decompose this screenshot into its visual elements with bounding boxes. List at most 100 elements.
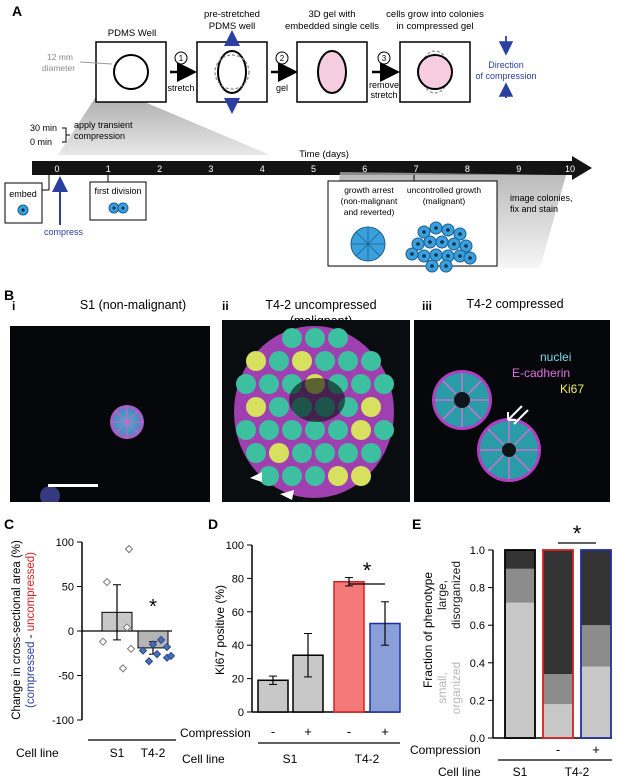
d-ylabel-group: Ki67 positive (%) (213, 585, 227, 675)
d-tick-label: 0 (238, 707, 244, 719)
e-stack-segment (581, 625, 611, 667)
nucleus (315, 351, 335, 371)
e-stack-segment (543, 674, 573, 705)
nucleus (305, 466, 325, 486)
nucleus (269, 397, 289, 417)
svg-text:in compressed gel: in compressed gel (396, 21, 473, 32)
e-cellline-s1: S1 (513, 765, 528, 779)
legend-ki67: Ki67 (560, 382, 585, 396)
diameter-note-1: 12 mm (47, 52, 73, 62)
image-colonies-1: image colonies, (510, 193, 573, 203)
d-compression-sign: - (347, 724, 351, 739)
c-tick-label: 0 (68, 626, 74, 638)
roman-ii: ii (222, 299, 229, 313)
micrograph-s1 (10, 326, 210, 502)
nucleus (338, 443, 358, 463)
e-stack-segment (581, 550, 611, 626)
d-tick-label: 40 (232, 640, 244, 652)
step-3d-gel: 3D gel with embedded single cells (285, 9, 379, 103)
title-s1: S1 (non-malignant) (79, 298, 187, 312)
nucleus (259, 420, 279, 440)
c-bar (137, 630, 169, 649)
nucleus (236, 420, 256, 440)
e-tick-label: 1.0 (470, 545, 485, 557)
svg-text:remove: remove (369, 80, 399, 90)
nucleus (328, 420, 348, 440)
e-compression-sign: - (556, 742, 560, 757)
e-ylabel-small-group: small, (435, 672, 449, 703)
nucleus (361, 397, 381, 417)
nucleus (351, 420, 371, 440)
step-prestretched: pre-stretched PDMS well (196, 9, 268, 114)
tick-label: 3 (208, 164, 213, 174)
d-bar (257, 679, 289, 713)
c-data-point (144, 657, 154, 666)
tick-label: 4 (260, 164, 265, 174)
diameter-note-2: diameter (42, 63, 75, 73)
micrograph-t42-uncompressed (222, 320, 410, 502)
step-pdms-well: PDMS Well (95, 28, 167, 103)
c-data-point (124, 544, 134, 554)
e-cellline-t42: T4-2 (565, 765, 590, 779)
nucleus (259, 466, 279, 486)
growth-box: growth arrest (non-malignant and reverte… (327, 180, 498, 273)
nucleus (282, 328, 302, 348)
roman-i: i (12, 299, 16, 313)
e-star: * (573, 521, 582, 546)
d-compression-sign: + (381, 724, 389, 739)
c-data-point (166, 651, 176, 661)
e-compression-sign: + (592, 742, 600, 757)
nucleus (305, 328, 325, 348)
c-tick-label: 100 (56, 537, 74, 549)
svg-text:PDMS well: PDMS well (209, 21, 255, 32)
nucleus (361, 443, 381, 463)
e-stack-segment (581, 666, 611, 738)
e-ylabel-organized: organized (449, 662, 463, 715)
time-30min: 30 min (30, 123, 57, 133)
embed-box: embed (4, 182, 43, 224)
svg-text:embed: embed (9, 189, 37, 199)
e-ylabel-group: Fraction of phenotype (421, 572, 435, 688)
step-title: PDMS Well (108, 28, 156, 39)
c-ylabel2-group: (compressed - uncompressed) (25, 552, 37, 708)
svg-text:growth arrest: growth arrest (344, 185, 394, 195)
svg-text:(malignant): (malignant) (423, 196, 466, 206)
d-tick-label: 80 (232, 573, 244, 585)
nucleus (269, 351, 289, 371)
e-stack-segment (543, 550, 573, 675)
e-bar-outline (504, 549, 536, 739)
d-comp-label: Compression (180, 726, 251, 740)
d-tick-label: 20 (232, 674, 244, 686)
svg-text:3: 3 (382, 54, 387, 63)
svg-text:uncontrolled growth: uncontrolled growth (407, 185, 481, 195)
arrowhead-marker (280, 490, 294, 500)
nucleus (246, 397, 266, 417)
tick-label: 1 (106, 164, 111, 174)
e-tick-label: 0.0 (470, 733, 485, 745)
d-ylabel: Ki67 positive (%) (213, 585, 227, 675)
roman-iii: iii (422, 299, 433, 313)
c-data-point (162, 642, 172, 652)
e-stack-segment (505, 602, 535, 738)
nucleus (292, 351, 312, 371)
time-0min: 0 min (30, 137, 52, 147)
c-data-point (162, 653, 172, 662)
tick-label: 9 (516, 164, 521, 174)
nucleus (351, 374, 371, 394)
c-data-point (102, 577, 112, 587)
e-comp-label: Compression (410, 743, 481, 757)
image-colonies-2: fix and stain (510, 204, 558, 214)
c-category-label: S1 (110, 746, 125, 760)
direction-of-compression: Direction of compression (475, 36, 537, 98)
svg-text:1: 1 (179, 54, 184, 63)
micrograph-t42-compressed (414, 320, 610, 502)
nucleus (282, 466, 302, 486)
d-bar (369, 622, 401, 713)
tick-label: 7 (414, 164, 419, 174)
e-bar-outline (542, 549, 574, 739)
legend-ecadherin: E-cadherin (512, 366, 571, 380)
c-data-point (152, 649, 162, 659)
panel-e-label: E (412, 516, 421, 532)
c-data-point (126, 644, 136, 654)
nucleus (328, 466, 348, 486)
